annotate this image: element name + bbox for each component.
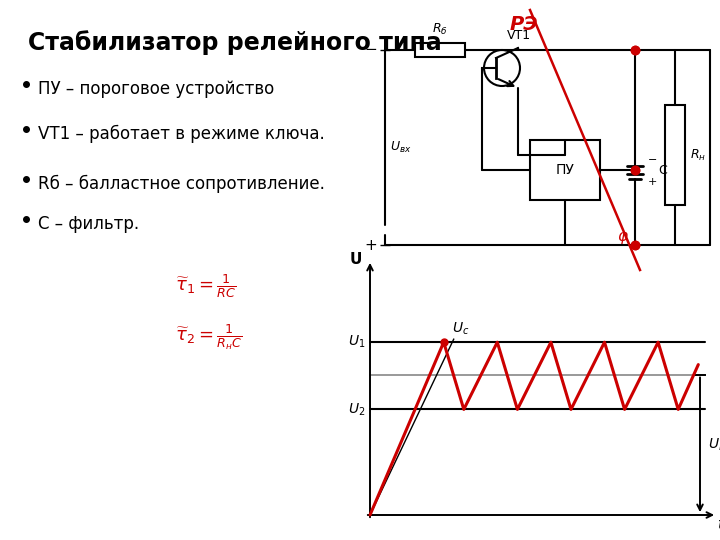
Text: C – фильтр.: C – фильтр. bbox=[38, 215, 139, 233]
Text: −: − bbox=[718, 226, 720, 244]
Text: ПУ: ПУ bbox=[556, 163, 575, 177]
Text: $U_2$: $U_2$ bbox=[348, 401, 365, 417]
Text: ПУ – пороговое устройство: ПУ – пороговое устройство bbox=[38, 80, 274, 98]
Text: Rб – балластное сопротивление.: Rб – балластное сопротивление. bbox=[38, 175, 325, 193]
Bar bbox=[415, 43, 465, 57]
Text: +: + bbox=[364, 238, 377, 253]
Text: $U_1$: $U_1$ bbox=[348, 334, 365, 350]
Text: −: − bbox=[364, 43, 377, 57]
Text: −: − bbox=[648, 155, 657, 165]
Text: $R_н$: $R_н$ bbox=[690, 147, 706, 163]
Text: РЭ: РЭ bbox=[510, 15, 539, 34]
Text: U: U bbox=[350, 253, 362, 267]
Bar bbox=[530, 140, 600, 200]
Text: $\widetilde{\tau}_1 = \frac{1}{RC}$: $\widetilde{\tau}_1 = \frac{1}{RC}$ bbox=[175, 272, 236, 300]
Text: C: C bbox=[658, 164, 667, 177]
Text: $\widetilde{\tau}_2 = \frac{1}{R_нC}$: $\widetilde{\tau}_2 = \frac{1}{R_нC}$ bbox=[175, 322, 243, 352]
Text: t: t bbox=[717, 517, 720, 532]
Text: $R_б$: $R_б$ bbox=[432, 22, 448, 37]
Text: $U_{вх}$: $U_{вх}$ bbox=[390, 140, 412, 155]
Text: φ: φ bbox=[617, 230, 627, 245]
Text: Стабилизатор релейного типа: Стабилизатор релейного типа bbox=[28, 30, 442, 55]
Bar bbox=[665, 105, 685, 205]
Text: −: − bbox=[523, 0, 538, 5]
Text: $U_н$: $U_н$ bbox=[708, 437, 720, 453]
Text: VT1: VT1 bbox=[507, 29, 531, 42]
Text: VT1 – работает в режиме ключа.: VT1 – работает в режиме ключа. bbox=[38, 125, 325, 143]
Text: +: + bbox=[648, 177, 657, 187]
Text: $U_c$: $U_c$ bbox=[451, 321, 469, 337]
